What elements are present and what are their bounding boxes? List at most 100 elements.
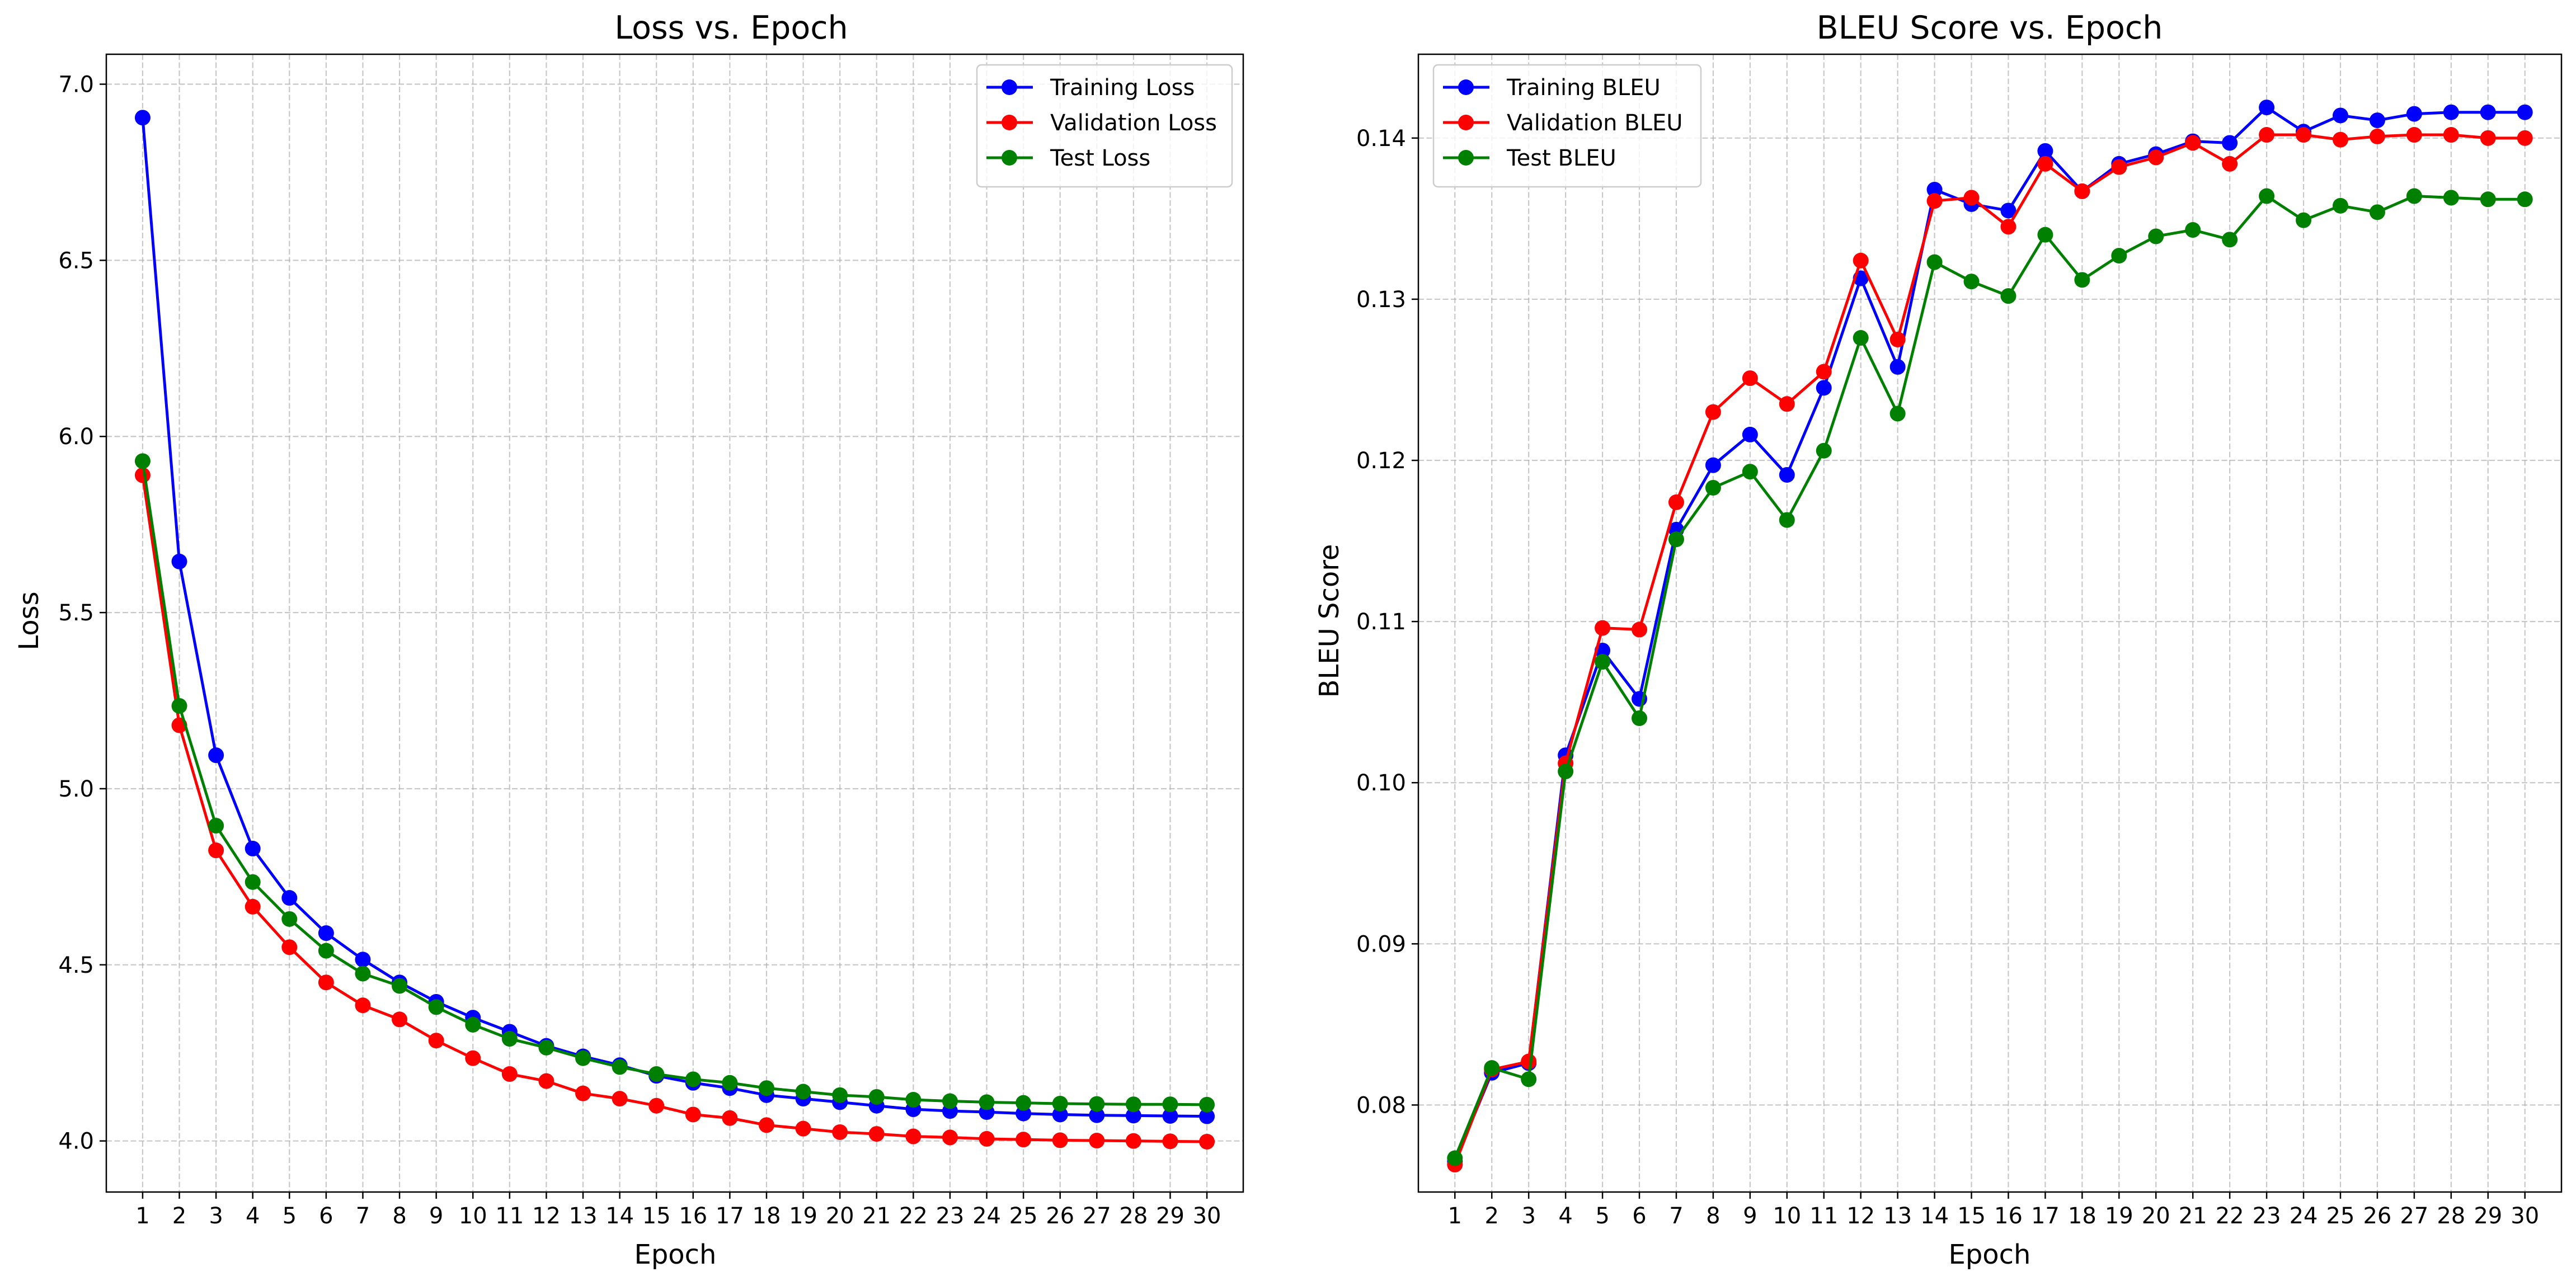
data-point — [2406, 127, 2422, 143]
chart-title: BLEU Score vs. Epoch — [1817, 10, 2163, 46]
legend-marker — [1458, 115, 1474, 130]
data-point — [1632, 710, 1648, 726]
legend-item: Test Loss — [986, 145, 1150, 171]
y-tick-label: 0.14 — [1356, 126, 1406, 152]
data-point — [2480, 191, 2496, 208]
data-point — [1162, 1133, 1178, 1150]
data-point — [832, 1087, 848, 1103]
y-tick-label: 0.11 — [1356, 609, 1406, 635]
data-point — [2259, 127, 2275, 143]
y-tick-label: 0.13 — [1356, 287, 1406, 313]
data-point — [281, 939, 298, 955]
legend-marker — [1002, 115, 1017, 130]
data-point — [905, 1128, 922, 1144]
data-point — [1853, 330, 1869, 346]
data-point — [942, 1093, 958, 1109]
data-point — [1705, 457, 1721, 473]
data-point — [1705, 404, 1721, 420]
y-tick-label: 6.5 — [58, 248, 94, 274]
data-point — [2037, 143, 2053, 159]
chart-title: Loss vs. Epoch — [614, 10, 848, 46]
x-tick-label: 20 — [826, 1203, 854, 1229]
data-point — [428, 1033, 444, 1049]
x-tick-label: 25 — [1009, 1203, 1038, 1229]
y-tick-label: 4.5 — [58, 953, 94, 978]
x-tick-label: 26 — [2363, 1203, 2391, 1229]
legend-label: Training Loss — [1050, 75, 1195, 101]
data-point — [1926, 254, 1943, 270]
data-point — [758, 1117, 774, 1133]
data-point — [1052, 1095, 1068, 1111]
legend-item: Validation Loss — [986, 110, 1217, 136]
data-point — [208, 818, 224, 834]
x-tick-label: 26 — [1046, 1203, 1074, 1229]
data-point — [612, 1059, 628, 1075]
data-point — [2332, 107, 2348, 124]
data-point — [1162, 1108, 1178, 1124]
data-point — [281, 890, 298, 906]
x-tick-label: 27 — [1083, 1203, 1111, 1229]
data-point — [208, 842, 224, 859]
legend-item: Validation BLEU — [1443, 110, 1683, 136]
data-point — [1199, 1108, 1215, 1124]
x-tick-label: 6 — [1632, 1203, 1646, 1229]
data-point — [1632, 621, 1648, 638]
data-point — [2296, 127, 2312, 143]
x-tick-label: 4 — [1558, 1203, 1572, 1229]
data-point — [1742, 426, 1758, 442]
x-tick-label: 30 — [2511, 1203, 2539, 1229]
data-point — [208, 747, 224, 764]
data-point — [2185, 222, 2201, 238]
data-point — [2480, 104, 2496, 120]
x-tick-label: 18 — [2068, 1203, 2096, 1229]
data-point — [2148, 149, 2164, 166]
data-point — [2406, 106, 2422, 122]
x-tick-label: 5 — [283, 1203, 297, 1229]
data-point — [1963, 190, 1980, 206]
x-tick-label: 1 — [1448, 1203, 1462, 1229]
legend-label: Test BLEU — [1506, 145, 1616, 171]
data-point — [318, 943, 334, 959]
y-axis-ticks: 0.08 0.09 0.10 0.11 0.12 0.13 0.14 — [1356, 126, 1418, 1118]
y-tick-label: 4.0 — [58, 1129, 94, 1155]
data-point — [979, 1130, 995, 1147]
x-tick-label: 18 — [753, 1203, 781, 1229]
legend-box — [1432, 64, 1702, 188]
legend-label: Test Loss — [1050, 145, 1150, 171]
data-point — [1853, 252, 1869, 268]
data-point — [538, 1039, 554, 1056]
x-tick-label: 3 — [209, 1203, 223, 1229]
data-point — [2000, 219, 2016, 235]
x-tick-label: 17 — [2031, 1203, 2060, 1229]
x-tick-label: 5 — [1595, 1203, 1609, 1229]
data-point — [1558, 764, 1574, 780]
data-point — [428, 999, 444, 1015]
x-tick-label: 22 — [2216, 1203, 2244, 1229]
x-tick-label: 24 — [972, 1203, 1001, 1229]
legend: Training Loss Validation Loss Test Loss — [976, 64, 1233, 188]
x-tick-label: 14 — [605, 1203, 634, 1229]
data-point — [1089, 1107, 1105, 1123]
legend-label: Validation Loss — [1050, 110, 1217, 136]
data-point — [355, 965, 371, 982]
legend-marker — [1002, 150, 1017, 166]
legend-marker — [1458, 79, 1474, 95]
data-point — [1595, 654, 1611, 670]
data-point — [1125, 1133, 1141, 1149]
x-tick-label: 16 — [679, 1203, 707, 1229]
data-point — [2332, 131, 2348, 148]
data-point — [2369, 128, 2385, 144]
series-validation-bleu — [1447, 127, 2533, 1173]
data-point — [2406, 188, 2422, 204]
data-point — [134, 110, 151, 126]
data-point — [2332, 197, 2348, 214]
x-axis-ticks: 1 2 3 4 5 6 7 8 9 10 11 12 13 14 15 16 17 18 19 20 21 22 23 24 2… — [1448, 1192, 2539, 1229]
data-point — [1926, 182, 1943, 198]
data-point — [392, 978, 408, 994]
data-point — [2480, 130, 2496, 146]
x-tick-label: 14 — [1920, 1203, 1949, 1229]
data-point — [2517, 130, 2533, 146]
data-point — [2296, 212, 2312, 228]
x-tick-label: 29 — [2474, 1203, 2502, 1229]
